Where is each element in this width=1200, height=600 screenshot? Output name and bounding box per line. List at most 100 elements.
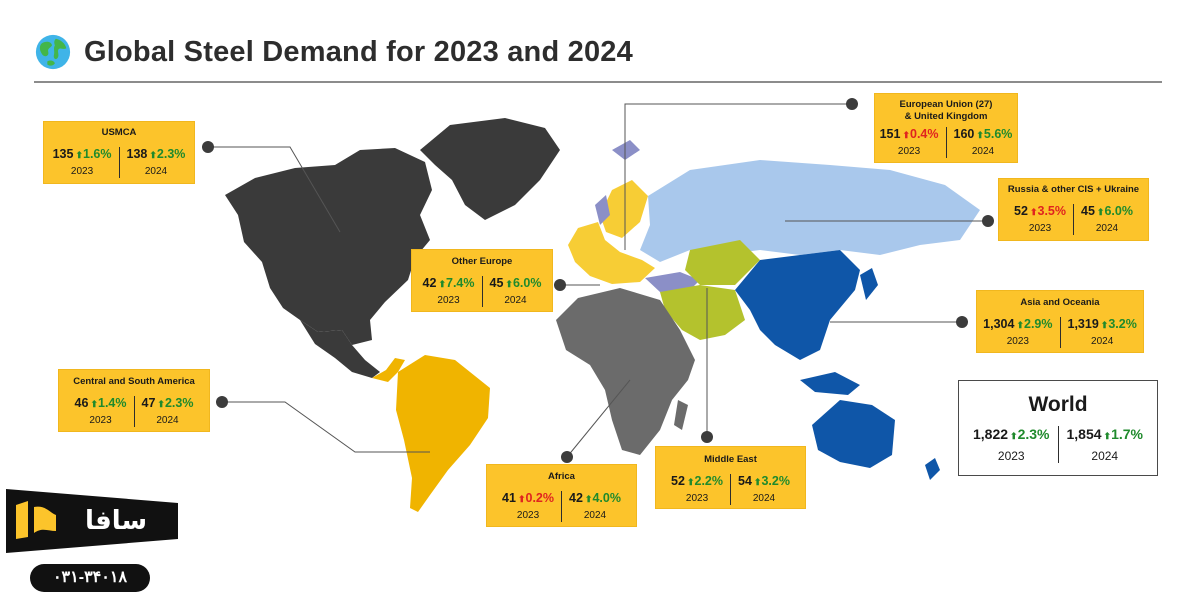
map-australia xyxy=(812,400,895,468)
up-arrow-icon: ⬆ xyxy=(1016,320,1024,330)
up-arrow-icon: ⬆ xyxy=(438,279,446,289)
map-svalbard xyxy=(612,140,640,160)
value-2023: 151 xyxy=(879,127,901,141)
up-arrow-icon: ⬆ xyxy=(753,477,762,487)
change-2023: ⬆1.6% xyxy=(75,147,112,161)
map-turkey-region xyxy=(645,272,700,292)
map-central-america xyxy=(372,358,405,382)
region-box-other-europe: Other Europe 42 ⬆7.4% 2023 45 ⬆6.0% 2024 xyxy=(411,249,553,312)
map-japan xyxy=(860,268,878,300)
change-2024: ⬆2.3% xyxy=(157,396,194,410)
value-2023: 52 xyxy=(671,474,685,488)
up-arrow-icon: ⬆ xyxy=(1100,320,1109,330)
up-arrow-icon: ⬆ xyxy=(505,279,513,289)
up-arrow-icon: ⬆ xyxy=(902,130,910,140)
title-bar: Global Steel Demand for 2023 and 2024 xyxy=(34,30,633,74)
region-box-central-south-america: Central and South America 46 ⬆1.4% 2023 47… xyxy=(58,369,210,432)
region-box-russia-cis: Russia & other CIS + Ukraine 52 ⬆3.5% 2023… xyxy=(998,178,1149,241)
map-other-europe xyxy=(568,222,655,284)
change-2023: ⬆0.2% xyxy=(517,491,554,505)
region-name: Africa xyxy=(548,471,575,482)
map-madagascar xyxy=(674,400,688,430)
year-2023: 2023 xyxy=(516,510,540,521)
world-change-2024: ⬆1.7% xyxy=(1103,426,1144,442)
up-arrow-icon: ⬆ xyxy=(75,150,83,160)
up-arrow-icon: ⬆ xyxy=(149,150,157,160)
dot-africa xyxy=(561,451,573,463)
change-2024: ⬆3.2% xyxy=(1100,317,1137,331)
value-2023: 1,304 xyxy=(983,317,1015,331)
dot-central-sa xyxy=(216,396,228,408)
brand-phone: ۰۳۱-۳۴۰۱۸ xyxy=(30,564,150,592)
up-arrow-icon: ⬆ xyxy=(584,494,593,504)
value-2023: 42 xyxy=(422,276,437,290)
up-arrow-icon: ⬆ xyxy=(517,494,526,504)
map-asia xyxy=(735,250,860,360)
leader-usmca xyxy=(208,146,341,233)
value-2024: 54 xyxy=(738,474,752,488)
map-usmca xyxy=(225,148,432,345)
leader-eu-uk xyxy=(624,103,852,250)
change-2023: ⬆7.4% xyxy=(438,276,475,290)
value-2024: 45 xyxy=(1081,204,1095,218)
value-2024: 45 xyxy=(489,276,504,290)
year-2023: 2023 xyxy=(70,166,94,177)
change-2023: ⬆2.9% xyxy=(1016,317,1053,331)
dot-asia-oceania xyxy=(956,316,968,328)
year-2024: 2024 xyxy=(156,415,179,426)
year-2023: 2023 xyxy=(685,493,709,504)
region-name: Other Europe xyxy=(451,256,513,267)
brand-logo-text: سافا xyxy=(85,506,147,536)
up-arrow-icon: ⬆ xyxy=(1103,431,1112,441)
globe-icon xyxy=(35,34,71,70)
map-africa xyxy=(556,288,695,455)
change-2024: ⬆4.0% xyxy=(584,491,621,505)
year-2023: 2023 xyxy=(997,449,1025,463)
up-arrow-icon: ⬆ xyxy=(1096,207,1105,217)
region-box-middle-east: Middle East 52 ⬆2.2% 2023 54 ⬆3.2% 2024 xyxy=(655,446,806,509)
dot-other-europe xyxy=(554,279,566,291)
region-name: Middle East xyxy=(704,454,757,465)
change-2024: ⬆2.3% xyxy=(149,147,186,161)
up-arrow-icon: ⬆ xyxy=(686,477,695,487)
leader-africa xyxy=(566,379,631,458)
region-name: Asia and Oceania xyxy=(1020,297,1100,308)
year-2024: 2024 xyxy=(752,493,776,504)
map-south-america xyxy=(396,355,490,512)
world-change-2023: ⬆2.3% xyxy=(1010,426,1050,442)
dot-middle-east xyxy=(701,431,713,443)
year-2024: 2024 xyxy=(504,295,527,306)
world-name: World xyxy=(1028,393,1088,416)
title-divider xyxy=(34,81,1162,83)
year-2023: 2023 xyxy=(1028,223,1052,234)
region-box-usmca: USMCA 135 ⬆1.6% 2023 138 ⬆2.3% 2024 xyxy=(43,121,195,184)
dot-usmca xyxy=(202,141,214,153)
up-arrow-icon: ⬆ xyxy=(976,130,984,140)
up-arrow-icon: ⬆ xyxy=(90,399,98,409)
year-2023: 2023 xyxy=(1006,336,1029,347)
map-russia-cis xyxy=(640,160,980,262)
change-2023: ⬆2.2% xyxy=(686,474,723,488)
up-arrow-icon: ⬆ xyxy=(157,399,165,409)
year-2024: 2024 xyxy=(583,510,607,521)
change-2023: ⬆0.4% xyxy=(902,127,939,141)
value-2024: 1,319 xyxy=(1067,317,1099,331)
region-name: Russia & other CIS + Ukraine xyxy=(1007,184,1140,195)
map-sea-islands xyxy=(800,372,860,395)
year-2023: 2023 xyxy=(89,415,112,426)
value-2023: 52 xyxy=(1014,204,1028,218)
value-2024: 47 xyxy=(141,396,156,410)
region-box-eu-uk: European Union (27) & United Kingdom 151… xyxy=(874,93,1018,163)
value-2024: 42 xyxy=(569,491,583,505)
region-box-asia-oceania: Asia and Oceania 1,304 ⬆2.9% 2023 1,319 ⬆3.… xyxy=(976,290,1144,353)
change-2023: ⬆3.5% xyxy=(1029,204,1066,218)
world-value-2023: 1,822 xyxy=(972,426,1009,442)
up-arrow-icon: ⬆ xyxy=(1010,431,1018,441)
value-2023: 135 xyxy=(52,147,74,161)
region-name: USMCA xyxy=(101,127,137,138)
map-uk xyxy=(595,195,610,225)
year-2023: 2023 xyxy=(437,295,460,306)
year-2024: 2024 xyxy=(1091,449,1119,463)
up-arrow-icon: ⬆ xyxy=(1029,207,1038,217)
